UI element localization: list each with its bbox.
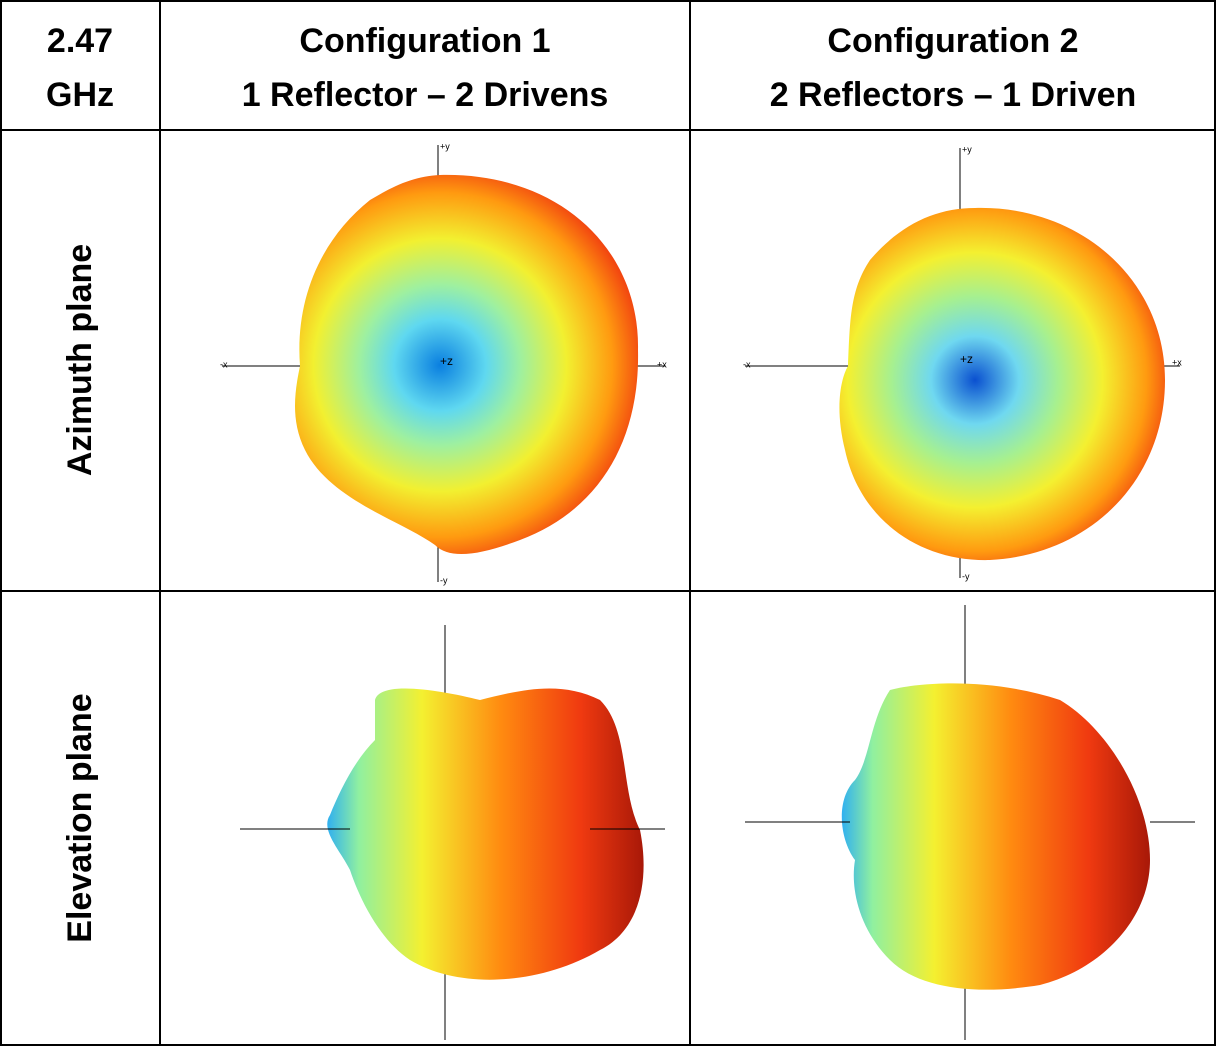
radiation-pattern [222,145,665,582]
axis-label: +y [440,141,450,151]
radiation-pattern [240,625,665,1040]
pattern-surface [327,688,644,980]
radiation-pattern [745,605,1195,1040]
axis-label: -y [440,575,448,585]
axis-label: +z [960,352,973,366]
axis-label: -x [220,359,228,369]
axis-label: +x [1172,357,1182,367]
row-label: Azimuth plane [61,244,99,476]
radiation-pattern [745,148,1180,578]
header-text: 2.47 [47,22,113,60]
header-text: 1 Reflector – 2 Drivens [242,76,609,114]
header-text: GHz [46,76,114,114]
axis-label: +x [657,359,667,369]
row-label: Elevation plane [61,693,99,942]
axis-label: -y [962,571,970,581]
axis-label: -x [743,359,751,369]
axis-label: +z [440,354,453,368]
pattern-surface [841,683,1150,990]
header-text: Configuration 1 [299,22,550,60]
axis-label: +y [962,144,972,154]
pattern-surface [295,174,639,555]
header-text: 2 Reflectors – 1 Driven [770,76,1137,114]
pattern-surface [839,207,1165,561]
header-text: Configuration 2 [827,22,1078,60]
